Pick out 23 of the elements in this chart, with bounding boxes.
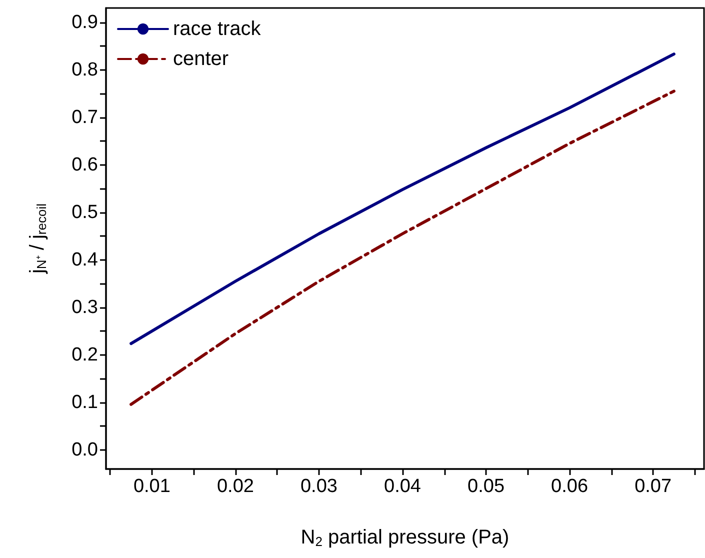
x-tick-label: 0.03 bbox=[300, 476, 338, 497]
y-tick-label: 0.0 bbox=[72, 439, 98, 460]
x-axis-title: N2 partial pressure (Pa) bbox=[300, 526, 510, 549]
line-series bbox=[130, 90, 676, 406]
legend-label: race track bbox=[173, 18, 262, 40]
line-series bbox=[130, 52, 676, 346]
y-tick-label: 0.7 bbox=[72, 106, 98, 128]
y-tick-label: 0.4 bbox=[72, 249, 98, 270]
y-tick-label: 0.1 bbox=[72, 392, 98, 413]
x-tick-label: 0.05 bbox=[468, 476, 505, 497]
x-tick-label: 0.02 bbox=[216, 476, 254, 497]
y-tick-label: 0.6 bbox=[72, 154, 98, 176]
y-tick-label: 0.9 bbox=[72, 12, 98, 33]
x-tick-label: 0.04 bbox=[384, 476, 422, 497]
y-tick-label: 0.8 bbox=[72, 59, 98, 80]
x-tick-label: 0.07 bbox=[634, 476, 672, 497]
y-tick-label: 0.2 bbox=[72, 344, 98, 366]
x-tick-label: 0.06 bbox=[551, 476, 588, 497]
y-tick-label: 0.5 bbox=[72, 202, 98, 223]
x-tick-label: 0.01 bbox=[133, 476, 170, 497]
y-tick-label: 0.3 bbox=[72, 296, 98, 318]
legend-label: center bbox=[173, 48, 229, 70]
y-axis-title: jN⁺ / jrecoil bbox=[26, 203, 49, 275]
